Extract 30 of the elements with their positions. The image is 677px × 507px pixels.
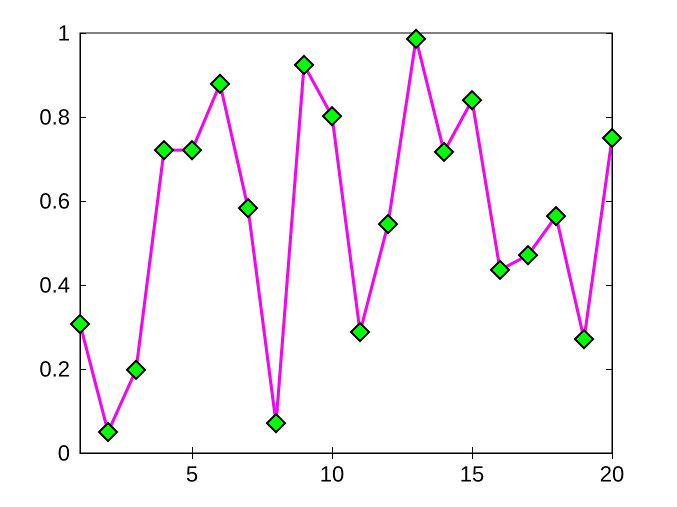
point [126,360,146,380]
x-tick-label: 20 [600,462,624,486]
point [434,142,454,162]
y-tick-label: 0.8 [39,104,70,130]
point [546,206,566,226]
x-tick-label: 10 [320,462,344,486]
point [294,54,314,75]
y-tick-label: 0.2 [39,356,70,382]
point [182,140,202,160]
y-tick-label: 0.6 [39,188,70,214]
point [574,329,594,350]
point [518,245,538,266]
y-tick-label: 1 [58,20,70,46]
point [350,322,370,342]
point [602,128,622,148]
y-tick-label: 0.4 [39,272,70,298]
point [266,413,286,434]
point [238,198,258,218]
point [406,28,426,49]
point [378,214,398,234]
point [322,106,342,126]
point [154,140,174,160]
point [210,74,230,94]
x-tick-label: 15 [460,462,484,486]
point [462,90,482,110]
point [490,260,510,280]
point [98,422,118,442]
point [70,314,90,334]
x-tick-label: 5 [186,462,198,486]
y-tick-label: 0 [58,440,70,466]
